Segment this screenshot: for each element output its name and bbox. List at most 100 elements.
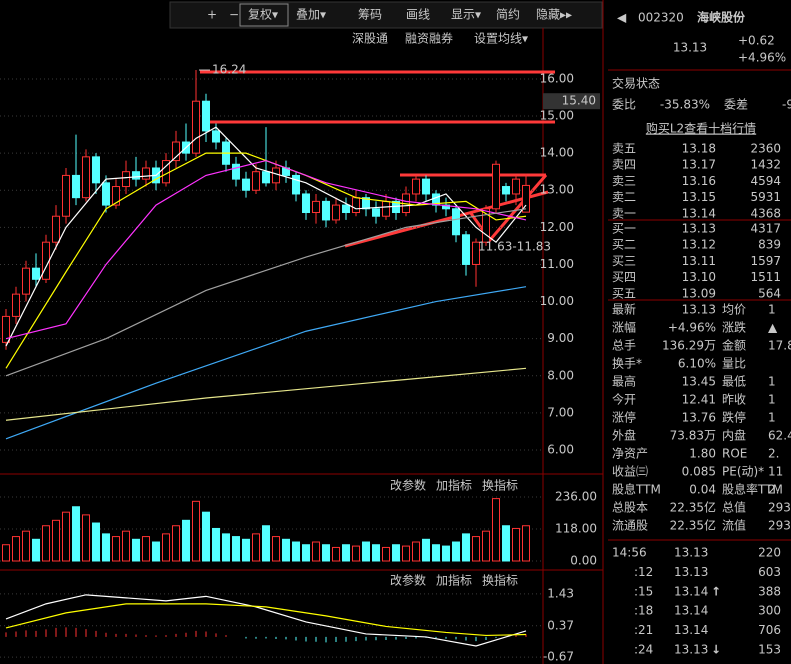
l2-button[interactable]: 购买L2查看十档行情	[646, 121, 756, 136]
toolbar-button[interactable]: 叠加▾	[296, 8, 326, 22]
stat-value: 2.	[768, 447, 779, 461]
tick-price: 13.13	[674, 565, 708, 579]
indicator-button[interactable]: 改参数	[390, 478, 426, 493]
stat-value: 2.	[768, 483, 779, 497]
y-tick-label: 13.00	[540, 183, 574, 197]
tick-price: 13.13	[674, 546, 708, 560]
candle-body	[512, 178, 520, 195]
user-drawings	[200, 70, 555, 248]
sub-button[interactable]: 深股通	[352, 32, 388, 46]
toolbar-button[interactable]: 筹码	[358, 8, 382, 22]
book-vol: 2360	[750, 142, 781, 156]
indicator-button[interactable]: 加指标	[436, 573, 472, 588]
toolbar-button[interactable]: −	[229, 8, 239, 22]
stat-label: 最低	[722, 375, 746, 389]
status-label: 交易状态	[612, 76, 660, 91]
candle-body	[482, 208, 490, 243]
candle-body	[422, 178, 430, 195]
candle-body	[502, 186, 510, 195]
stat-value: ▲	[768, 321, 778, 335]
volume-bar	[402, 545, 410, 562]
volume-bar	[142, 536, 150, 562]
book-label: 卖二	[612, 190, 636, 204]
volume-bar	[2, 544, 10, 562]
indicator-button[interactable]: 换指标	[482, 478, 518, 493]
book-label: 卖五	[612, 142, 636, 156]
toolbar-button[interactable]: 简约	[496, 7, 520, 22]
candle-body	[62, 174, 70, 217]
indicator-button[interactable]: 改参数	[390, 573, 426, 588]
last-price: 13.13	[673, 41, 707, 55]
stat-label: ROE	[722, 447, 747, 461]
y-tick-label: 6.00	[547, 442, 574, 456]
stat-value: 1.80	[689, 447, 716, 461]
volume-bar	[362, 541, 370, 562]
tick-vol: 706	[758, 623, 781, 637]
ma-line	[5, 159, 527, 340]
book-price: 13.12	[682, 238, 716, 252]
wb-value: -35.83%	[660, 98, 710, 112]
back-arrow[interactable]: ◀	[617, 11, 627, 25]
candle-body	[172, 141, 180, 162]
tick-vol: 220	[758, 546, 781, 560]
candle-body	[112, 186, 120, 206]
candle-body	[32, 267, 40, 280]
volume-bar	[32, 538, 40, 562]
stat-value: 136.29万	[662, 339, 716, 353]
volume-bar	[272, 536, 280, 562]
candle-body	[292, 174, 300, 195]
candle-body	[2, 315, 10, 343]
wb-label: 委比	[612, 98, 636, 112]
volume-bar	[172, 525, 180, 562]
y-tick-label: 0.00	[570, 554, 597, 568]
candle-body	[382, 200, 390, 217]
tick-time: :18	[634, 604, 653, 618]
stat-value: 293	[768, 519, 791, 533]
y-tick-label: 8.00	[547, 368, 574, 382]
candle-body	[42, 241, 50, 280]
stat-label: 涨跌	[722, 320, 746, 335]
volume-bar	[262, 525, 270, 562]
sub-button[interactable]: 融资融券	[405, 31, 453, 46]
indicator-button[interactable]: 换指标	[482, 573, 518, 588]
candle-body	[352, 197, 360, 214]
volume-bar	[182, 519, 190, 562]
volume-bar	[442, 545, 450, 562]
stat-value: 1	[768, 303, 776, 317]
stat-value: 1	[768, 375, 776, 389]
toolbar-button[interactable]: 画线	[406, 8, 430, 22]
y-tick-label: 7.00	[547, 405, 574, 419]
toolbar-button[interactable]: 隐藏▸▸	[536, 8, 572, 22]
stat-label: 收益㈢	[612, 465, 648, 479]
max-label: 16.24	[212, 63, 246, 77]
volume-bar	[42, 525, 50, 562]
volume-bar	[522, 525, 530, 562]
candle-body	[192, 100, 200, 154]
volume-bar	[22, 530, 30, 562]
book-vol: 4368	[750, 206, 781, 220]
volume-bar	[322, 544, 330, 562]
toolbar-button[interactable]: +	[207, 8, 217, 22]
stat-value: 22.35亿	[670, 500, 716, 515]
toolbar-button-frame	[239, 3, 289, 27]
stat-label: 金额	[722, 338, 746, 353]
volume-bar	[432, 544, 440, 562]
stat-value: 11	[768, 465, 783, 479]
candle-body	[332, 204, 340, 221]
candle-body	[22, 267, 30, 295]
tick-vol: 153	[758, 643, 781, 657]
sub-button[interactable]: 设置均线▾	[474, 32, 528, 46]
book-vol: 4317	[750, 222, 781, 236]
toolbar-button[interactable]: 复权▾	[248, 8, 278, 22]
book-price: 13.10	[682, 270, 716, 284]
indicator-button[interactable]: 加指标	[436, 478, 472, 493]
stat-value: 22.35亿	[670, 518, 716, 533]
tick-arrow: ↓	[711, 643, 721, 657]
volume-bar	[492, 498, 500, 562]
stat-label: 净资产	[612, 447, 648, 461]
volume-bar	[192, 500, 200, 562]
y-tick-label: 15.00	[540, 109, 574, 123]
y-tick-label: 11.00	[540, 257, 574, 271]
toolbar-button[interactable]: 显示▾	[451, 8, 481, 22]
candle-body	[272, 167, 280, 184]
